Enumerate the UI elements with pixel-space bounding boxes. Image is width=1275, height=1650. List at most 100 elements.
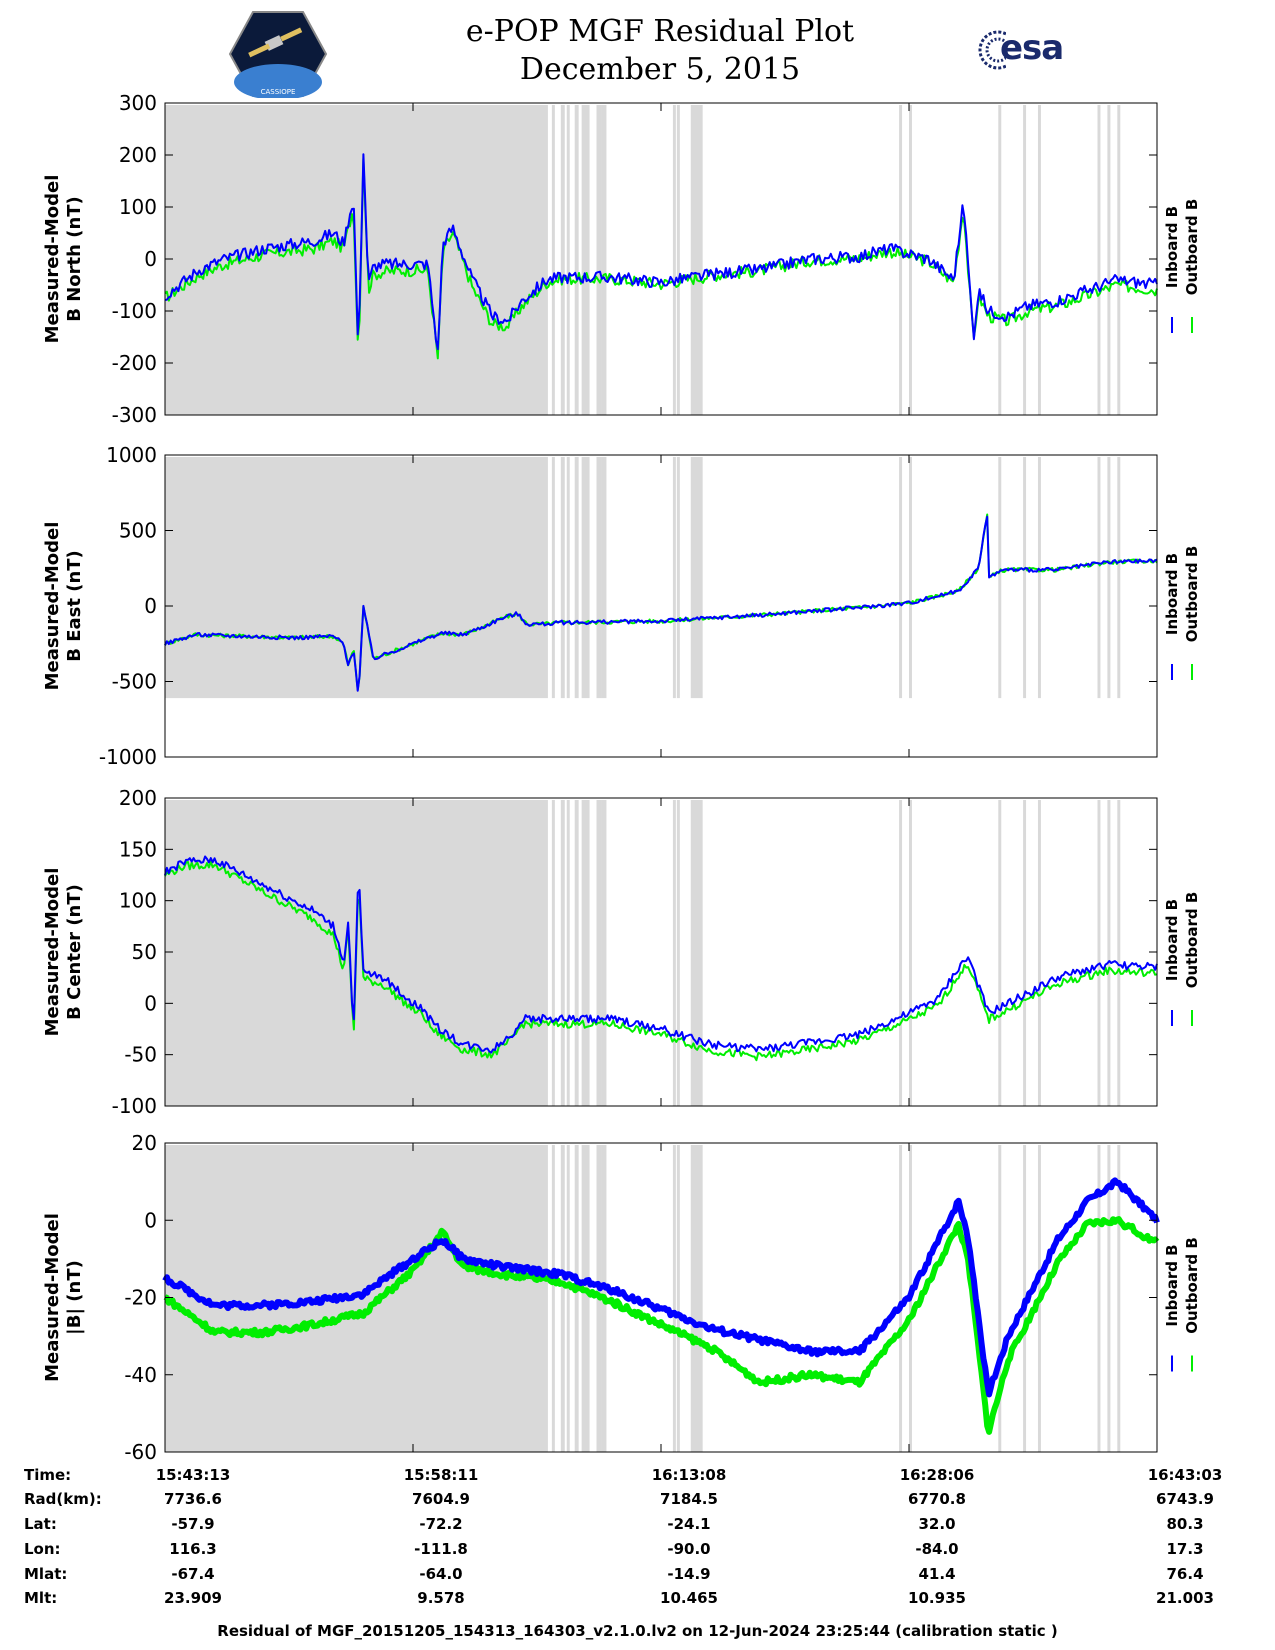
gap-shading-stripe: [676, 457, 680, 699]
series-outboard: [164, 157, 1158, 360]
gap-shading-stripe: [574, 1145, 579, 1452]
gap-shading-stripe: [690, 1145, 703, 1452]
gap-shading-stripe: [1037, 457, 1041, 699]
gap-shading-stripe: [672, 457, 676, 699]
gap-shading-stripe: [551, 457, 555, 699]
table-row-label: Mlt:: [24, 1589, 58, 1607]
gap-shading-stripe: [1107, 105, 1111, 415]
table-cell: 17.3: [1166, 1540, 1204, 1558]
table-cell: -111.8: [414, 1540, 468, 1558]
y-tick-label: 20: [132, 1131, 157, 1155]
gap-shading-stripe: [566, 800, 570, 1106]
table-cell: 15:43:13: [155, 1466, 231, 1484]
page-subtitle: December 5, 2015: [519, 52, 801, 87]
gap-shading-stripe: [560, 457, 565, 699]
table-cell: -24.1: [667, 1515, 711, 1533]
table-cell: -57.9: [171, 1515, 215, 1533]
table-cell: 76.4: [1166, 1565, 1204, 1583]
gap-shading-stripe: [1023, 457, 1027, 699]
table-cell: 15:58:11: [403, 1466, 479, 1484]
table-cell: 7184.5: [660, 1490, 718, 1508]
gap-shading-stripe: [1037, 105, 1041, 415]
y-tick-label: 200: [119, 786, 157, 810]
gap-shading-stripe: [1023, 800, 1027, 1106]
table-cell: -14.9: [667, 1565, 711, 1583]
page-title: e-POP MGF Residual Plot: [465, 14, 855, 49]
y-tick-label: -500: [112, 670, 157, 694]
gap-shading-stripe: [601, 800, 607, 1106]
gap-shading-stripe: [1107, 1145, 1111, 1452]
gap-shading-stripe: [676, 800, 680, 1106]
legend-label: Inboard B: [1163, 899, 1181, 981]
gap-shading-stripe: [566, 1145, 570, 1452]
table-cell: 41.4: [918, 1565, 956, 1583]
gap-shading-stripe: [560, 800, 565, 1106]
y-tick-label: -20: [124, 1286, 157, 1310]
gap-shading-stripe: [581, 457, 590, 699]
esa-logo: [978, 30, 1006, 70]
gap-shading-stripe: [1097, 800, 1101, 1106]
y-tick-label: -300: [112, 403, 157, 427]
gap-shading-stripe: [1097, 457, 1101, 699]
gap-shading-stripe: [672, 105, 676, 415]
y-axis-label: Measured-Model: [42, 175, 63, 344]
legend-label: Inboard B: [1163, 553, 1181, 635]
table-cell: -64.0: [419, 1565, 463, 1583]
gap-shading-stripe: [601, 105, 607, 415]
y-tick-label: 500: [119, 519, 157, 543]
gap-shading-stripe: [690, 800, 703, 1106]
y-tick-label: -1000: [99, 745, 157, 769]
gap-shading-stripe: [581, 1145, 590, 1452]
gap-shading-stripe: [998, 105, 1002, 415]
gap-shading-stripe: [899, 800, 903, 1106]
table-cell: -67.4: [171, 1565, 215, 1583]
legend-label: Outboard B: [1183, 546, 1201, 643]
y-axis-label: B East (nT): [64, 550, 85, 662]
y-tick-label: 50: [132, 940, 157, 964]
y-axis-label: Measured-Model: [42, 1213, 63, 1382]
y-axis-label: |B| (nT): [64, 1260, 85, 1335]
panel-b-magnitude: -60 -40 -20 0 20 Measured-Model |B| (nT) Inboar…: [42, 1131, 1201, 1464]
gap-shading-stripe: [1117, 457, 1121, 699]
y-tick-label: -200: [112, 351, 157, 375]
table-cell: 80.3: [1166, 1515, 1204, 1533]
table-cell: 23.909: [164, 1589, 222, 1607]
table-row-label: Mlat:: [24, 1565, 68, 1583]
gap-shading-stripe: [1107, 457, 1111, 699]
y-tick-label: 0: [144, 1208, 157, 1232]
y-tick-label: -100: [112, 299, 157, 323]
gap-shading-stripe: [672, 1145, 676, 1452]
y-tick-label: 300: [119, 91, 157, 115]
gap-shading-stripe: [1097, 1145, 1101, 1452]
series-outboard: [164, 860, 1158, 1062]
gap-shading-stripe: [601, 457, 607, 699]
y-tick-label: 200: [119, 143, 157, 167]
y-tick-label: 100: [119, 889, 157, 913]
legend-label: Outboard B: [1183, 892, 1201, 989]
gap-shading-stripe: [690, 105, 703, 415]
table-cell: -90.0: [667, 1540, 711, 1558]
gap-shading-stripe: [551, 105, 555, 415]
gap-shading-stripe: [899, 105, 903, 415]
gap-shading-stripe: [899, 457, 903, 699]
y-axis-label: B North (nT): [64, 196, 85, 322]
gap-shading-stripe: [596, 800, 602, 1106]
gap-shading-stripe: [998, 1145, 1002, 1452]
table-cell: 32.0: [918, 1515, 956, 1533]
table-cell: 10.935: [908, 1589, 966, 1607]
y-tick-label: 0: [144, 991, 157, 1015]
esa-logo-text: esa: [1000, 28, 1064, 68]
gap-shading-stripe: [1117, 800, 1121, 1106]
legend-label: Outboard B: [1183, 1237, 1201, 1334]
table-cell: 21.003: [1156, 1589, 1214, 1607]
gap-shading-stripe: [574, 105, 579, 415]
gap-shading-stripe: [998, 457, 1002, 699]
y-tick-label: 1000: [106, 443, 157, 467]
table-cell: 116.3: [169, 1540, 217, 1558]
table-cell: 16:13:08: [651, 1466, 727, 1484]
footer-caption: Residual of MGF_20151205_154313_164303_v…: [217, 1622, 1058, 1640]
table-row-label: Lat:: [24, 1515, 57, 1533]
gap-shading-stripe: [1023, 105, 1027, 415]
gap-shading-stripe: [560, 1145, 565, 1452]
